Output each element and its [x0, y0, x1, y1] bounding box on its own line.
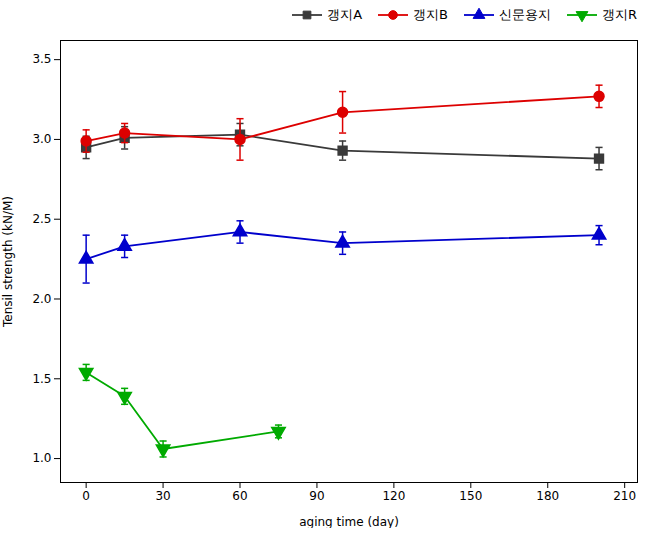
svg-text:30: 30	[155, 489, 170, 503]
svg-text:60: 60	[232, 489, 247, 503]
svg-text:2.0: 2.0	[32, 292, 51, 306]
svg-text:3.5: 3.5	[32, 52, 51, 66]
svg-text:1.5: 1.5	[32, 372, 51, 386]
html-text:갱지A: 갱지A	[327, 7, 362, 22]
svg-text:90: 90	[309, 489, 324, 503]
svg-text:3.0: 3.0	[32, 132, 51, 146]
svg-text:Tensil strength (kN/M): Tensil strength (kN/M)	[1, 196, 15, 328]
svg-text:150: 150	[459, 489, 482, 503]
svg-text:120: 120	[382, 489, 405, 503]
svg-text:aging time (day): aging time (day)	[299, 515, 399, 529]
svg-text:2.5: 2.5	[32, 212, 51, 226]
svg-text:180: 180	[536, 489, 559, 503]
html-text:갱지R: 갱지R	[602, 7, 637, 22]
svg-text:1.0: 1.0	[32, 451, 51, 465]
html-text:갱지B: 갱지B	[413, 7, 448, 22]
svg-text:210: 210	[613, 489, 636, 503]
html-text:신문용지: 신문용지	[499, 7, 551, 22]
svg-text:0: 0	[82, 489, 90, 503]
